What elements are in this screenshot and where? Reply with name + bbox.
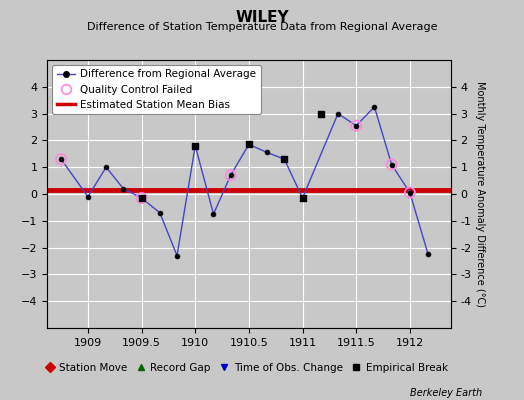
Point xyxy=(316,110,325,117)
Point xyxy=(298,195,307,201)
Point xyxy=(137,195,146,201)
Point xyxy=(57,156,66,162)
Point xyxy=(191,142,200,149)
Legend: Difference from Regional Average, Quality Control Failed, Estimated Station Mean: Difference from Regional Average, Qualit… xyxy=(52,65,260,114)
Y-axis label: Monthly Temperature Anomaly Difference (°C): Monthly Temperature Anomaly Difference (… xyxy=(475,81,485,307)
Point xyxy=(245,141,253,148)
Legend: Station Move, Record Gap, Time of Obs. Change, Empirical Break: Station Move, Record Gap, Time of Obs. C… xyxy=(41,360,451,376)
Text: Difference of Station Temperature Data from Regional Average: Difference of Station Temperature Data f… xyxy=(87,22,437,32)
Point xyxy=(226,172,235,178)
Point xyxy=(352,122,361,129)
Point xyxy=(280,156,289,162)
Point xyxy=(406,190,414,196)
Text: Berkeley Earth: Berkeley Earth xyxy=(410,388,482,398)
Text: WILEY: WILEY xyxy=(235,10,289,25)
Point xyxy=(387,161,396,168)
Point xyxy=(137,195,146,201)
